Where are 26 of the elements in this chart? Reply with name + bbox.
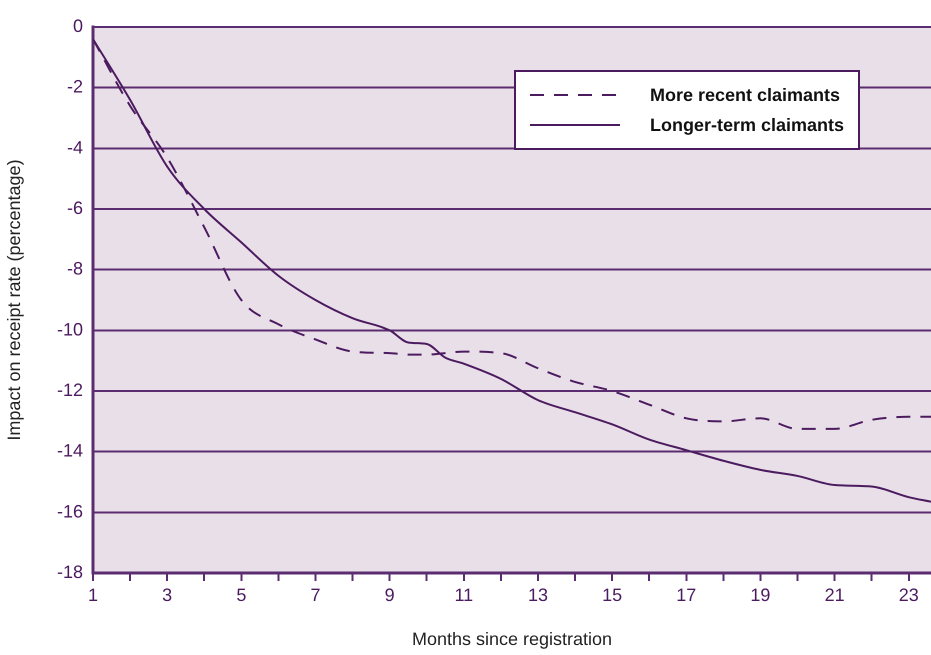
- x-tick-label: 17: [676, 584, 696, 605]
- legend-label: More recent claimants: [650, 84, 840, 106]
- x-tick-label: 23: [898, 584, 919, 605]
- y-tick-label: 0: [72, 16, 83, 36]
- y-tick-label: -14: [56, 440, 83, 461]
- y-tick-label: -18: [56, 562, 83, 582]
- y-tick-label: -4: [66, 137, 83, 158]
- y-axis-title: Impact on receipt rate (percentage): [4, 159, 24, 441]
- x-tick-label: 19: [750, 584, 770, 605]
- y-tick-label: -2: [66, 76, 83, 97]
- y-tick-label: -10: [56, 319, 83, 340]
- x-tick-label: 15: [602, 584, 622, 605]
- x-tick-label: 13: [528, 584, 548, 605]
- x-tick-label: 9: [384, 584, 395, 605]
- x-tick-label: 11: [454, 584, 474, 605]
- x-tick-label: 5: [236, 584, 246, 605]
- y-tick-label: -6: [66, 198, 83, 218]
- legend-label: Longer-term claimants: [650, 114, 844, 136]
- x-tick-label: 21: [824, 584, 845, 605]
- x-tick-label: 7: [310, 584, 320, 605]
- x-tick-label: 3: [162, 584, 172, 605]
- x-axis-title: Months since registration: [412, 629, 612, 650]
- y-tick-label: -16: [56, 501, 83, 522]
- y-tick-label: -8: [66, 258, 83, 279]
- x-tick-label: 1: [88, 584, 98, 605]
- y-tick-label: -12: [56, 380, 83, 400]
